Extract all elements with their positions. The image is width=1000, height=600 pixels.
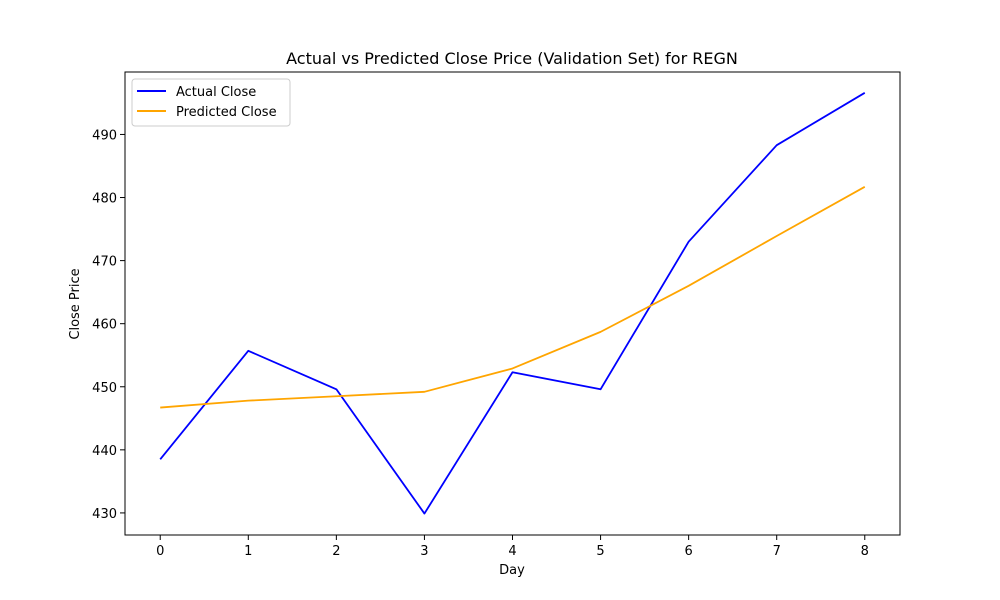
y-tick-label: 460 [92, 318, 117, 333]
x-tick-label: 8 [861, 544, 869, 559]
y-tick-label: 470 [92, 255, 117, 270]
legend-box [131, 78, 291, 127]
x-tick-label: 6 [684, 544, 692, 559]
series-layer [159, 92, 866, 515]
series-line-actual-close [159, 92, 866, 515]
y-tick-label: 430 [92, 507, 117, 522]
legend: Actual Close Predicted Close [131, 78, 291, 127]
legend-label-actual-close: Actual Close [176, 85, 256, 100]
legend-label-predicted-close: Predicted Close [176, 105, 277, 120]
x-tick-label: 7 [773, 544, 781, 559]
series-line-predicted-close [160, 186, 866, 409]
y-tick-label: 490 [92, 128, 117, 143]
x-axis-label: Day [499, 563, 525, 578]
x-tick-label: 3 [420, 544, 428, 559]
y-axis-label: Close Price [68, 268, 83, 339]
x-tick-label: 1 [244, 544, 252, 559]
x-tick-label: 4 [508, 544, 516, 559]
x-tick-label: 0 [156, 544, 164, 559]
y-tick-label: 450 [92, 381, 117, 396]
x-tick-label: 5 [596, 544, 604, 559]
x-tick-label: 2 [332, 544, 340, 559]
y-tick-label: 480 [92, 192, 117, 207]
chart-title: Actual vs Predicted Close Price (Validat… [286, 49, 738, 68]
y-axis-ticks: 430 440 450 460 470 480 490 [92, 128, 125, 522]
x-axis-ticks: 0 1 2 3 4 5 6 7 8 [156, 535, 869, 559]
y-tick-label: 440 [92, 444, 117, 459]
